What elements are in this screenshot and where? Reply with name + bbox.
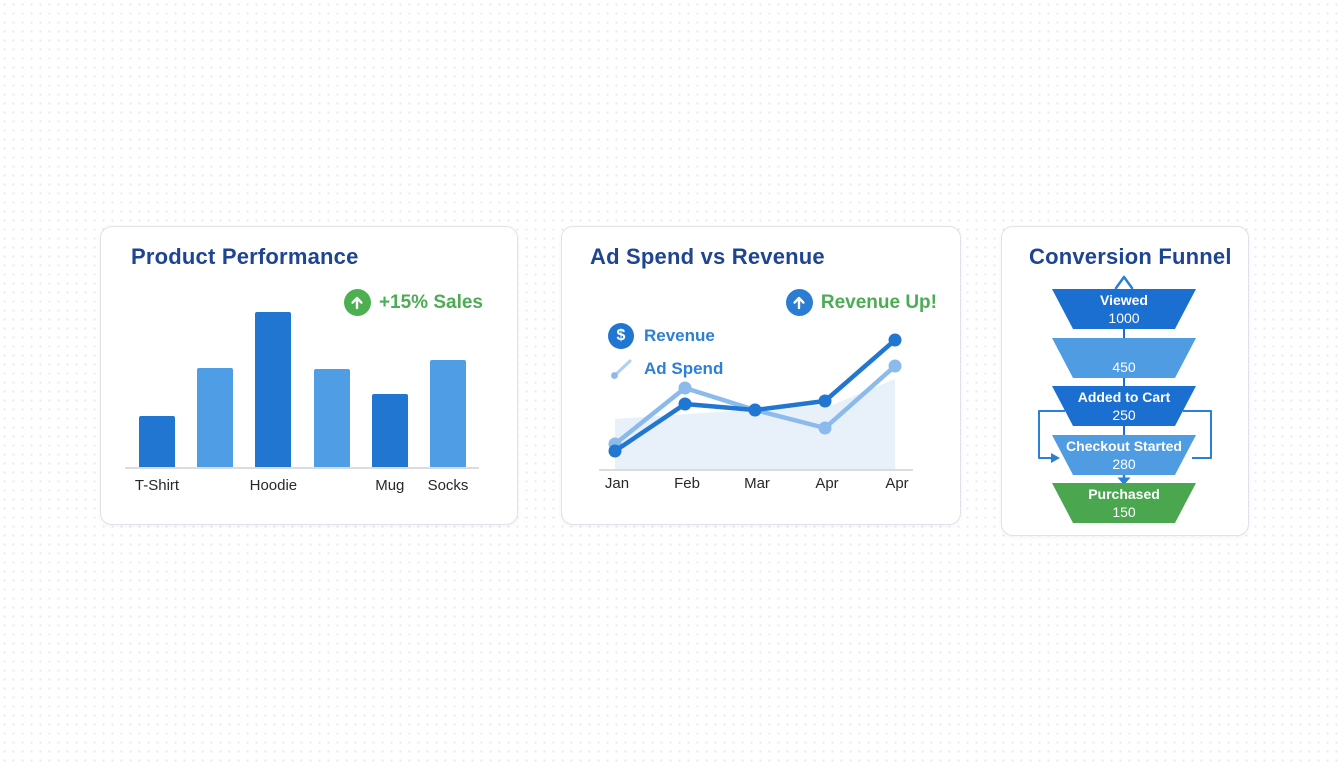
legend-item-ad-spend: Ad Spend xyxy=(608,356,723,382)
funnel-stage-value: 250 xyxy=(1112,407,1136,423)
bar-chart xyxy=(125,312,479,469)
bar-x-label: Hoodie xyxy=(249,477,298,494)
funnel-stage-unlabeled: 450 xyxy=(1052,338,1196,378)
trend-line-icon xyxy=(608,356,634,382)
bar-mug xyxy=(371,394,408,467)
line-x-label: Jan xyxy=(604,475,630,492)
funnel-stage-label: Added to Cart xyxy=(1077,389,1171,405)
funnel-stage-label: Purchased xyxy=(1088,486,1160,502)
line-x-label: Mar xyxy=(744,475,770,492)
sales-badge-label: +15% Sales xyxy=(378,291,483,313)
legend-revenue-label: Revenue xyxy=(644,326,715,345)
revenue-point xyxy=(818,394,832,408)
funnel-stage-viewed: Viewed 1000 xyxy=(1052,289,1196,329)
bar-pair-1 xyxy=(197,368,234,467)
funnel-stage-label: Checkout Started xyxy=(1066,438,1182,454)
funnel-stage-value: 150 xyxy=(1112,504,1136,520)
ad-spend-point xyxy=(888,359,902,373)
legend-item-revenue: $ Revenue xyxy=(608,323,723,349)
funnel-down-arrow-icon xyxy=(1117,477,1131,485)
line-x-label: Apr xyxy=(885,475,909,492)
funnel-stage-value: 450 xyxy=(1112,359,1136,375)
line-x-label: Feb xyxy=(674,475,700,492)
ad-spend-point xyxy=(818,421,832,435)
ad-spend-point xyxy=(678,381,692,395)
line-chart xyxy=(599,333,913,471)
funnel-stage-value: 280 xyxy=(1112,456,1136,472)
funnel-top-arrow-icon xyxy=(1114,275,1134,290)
revenue-up-badge: Revenue Up! xyxy=(785,289,937,316)
bar-x-label: Mug xyxy=(375,477,405,494)
product-performance-title: Product Performance xyxy=(131,244,359,269)
dollar-circle-icon: $ xyxy=(608,323,634,349)
arrow-up-circle-icon xyxy=(785,289,813,316)
funnel-stage-purchased: Purchased 150 xyxy=(1052,483,1196,523)
bar-socks xyxy=(430,360,466,467)
revenue-up-label: Revenue Up! xyxy=(820,291,937,313)
revenue-point xyxy=(608,444,622,458)
ad-spend-vs-revenue-card: Ad Spend vs Revenue Revenue Up! $ Revenu… xyxy=(561,226,961,525)
funnel-stage-added-to-cart: Added to Cart 250 xyxy=(1052,386,1196,426)
conversion-funnel-title: Conversion Funnel xyxy=(1029,244,1232,269)
conversion-funnel-card: Conversion Funnel Viewed 1000 450 Added to … xyxy=(1001,226,1249,536)
product-performance-card: Product Performance +15% Sales T-Shirt Ho… xyxy=(100,226,518,525)
funnel-stage-value: 1000 xyxy=(1108,310,1140,326)
funnel-stage-label: Viewed xyxy=(1100,292,1148,308)
revenue-point xyxy=(748,403,762,417)
ad-spend-title: Ad Spend vs Revenue xyxy=(590,244,825,269)
bar-x-label: T-Shirt xyxy=(134,477,180,494)
line-x-label: Apr xyxy=(815,475,839,492)
legend-ad-spend-label: Ad Spend xyxy=(644,359,724,378)
bar-pair-3 xyxy=(313,369,350,467)
funnel-left-loop-arrow-icon xyxy=(1051,453,1060,463)
funnel-connectors xyxy=(1038,275,1212,485)
funnel-left-loop xyxy=(1038,410,1065,459)
funnel-right-loop xyxy=(1183,410,1212,459)
arrow-up-circle-icon xyxy=(343,289,371,316)
bar-t-shirt xyxy=(139,416,175,467)
revenue-point xyxy=(678,397,692,411)
area-background xyxy=(615,379,895,470)
funnel-stage-checkout-started: Checkout Started 280 xyxy=(1052,435,1196,475)
revenue-point xyxy=(888,333,902,347)
bar-hoodie xyxy=(255,312,292,467)
line-chart-legend: $ Revenue Ad Spend xyxy=(608,323,723,382)
sales-badge: +15% Sales xyxy=(343,289,483,316)
bar-x-label: Socks xyxy=(427,477,469,494)
